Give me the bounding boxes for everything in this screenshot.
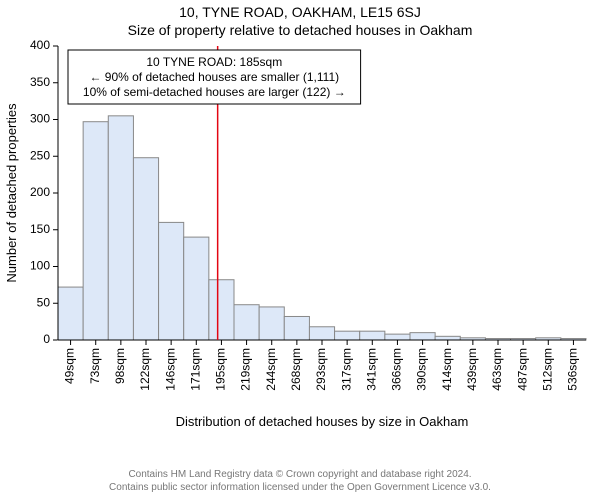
footer-line-2: Contains public sector information licen… xyxy=(0,482,600,495)
y-axis-label: Number of detached properties xyxy=(4,103,19,283)
x-tick-label: 487sqm xyxy=(515,348,529,391)
y-tick-label: 350 xyxy=(30,75,50,89)
y-tick-label: 400 xyxy=(30,40,50,52)
histogram-bar xyxy=(335,331,360,340)
x-tick-label: 341sqm xyxy=(364,348,378,391)
x-tick-label: 195sqm xyxy=(214,348,228,391)
x-tick-label: 49sqm xyxy=(63,348,77,384)
histogram-bar xyxy=(108,116,133,340)
x-tick-label: 536sqm xyxy=(566,348,580,391)
x-tick-label: 122sqm xyxy=(138,348,152,391)
histogram-bar xyxy=(360,331,385,340)
footer: Contains HM Land Registry data © Crown c… xyxy=(0,469,600,494)
y-tick-label: 0 xyxy=(43,332,50,346)
x-axis-label: Distribution of detached houses by size … xyxy=(176,414,469,429)
x-tick-label: 244sqm xyxy=(264,348,278,391)
x-tick-label: 439sqm xyxy=(465,348,479,391)
histogram-bar xyxy=(83,122,108,340)
histogram-bar xyxy=(159,222,184,340)
histogram-bar xyxy=(184,237,209,340)
x-tick-label: 98sqm xyxy=(113,348,127,384)
y-tick-label: 200 xyxy=(30,185,50,199)
annotation-line: 10 TYNE ROAD: 185sqm xyxy=(146,55,282,69)
histogram-bar xyxy=(385,334,410,340)
histogram-bar xyxy=(309,327,334,340)
x-tick-label: 146sqm xyxy=(163,348,177,391)
x-tick-label: 414sqm xyxy=(440,348,454,391)
x-tick-label: 293sqm xyxy=(314,348,328,391)
annotation-line: ← 90% of detached houses are smaller (1,… xyxy=(89,70,339,84)
histogram-bar xyxy=(133,158,158,340)
x-tick-label: 268sqm xyxy=(289,348,303,391)
footer-line-1: Contains HM Land Registry data © Crown c… xyxy=(0,469,600,482)
histogram-bar xyxy=(284,316,309,340)
x-tick-label: 317sqm xyxy=(339,348,353,391)
histogram-bar xyxy=(58,287,83,340)
y-tick-label: 50 xyxy=(37,295,51,309)
chart-area: 0 50 100 150 200 250 300 350 400 49sqm 73sqm 98sqm 1… xyxy=(0,40,600,440)
container: 10, TYNE ROAD, OAKHAM, LE15 6SJ Size of … xyxy=(0,0,600,500)
histogram-bar xyxy=(234,305,259,340)
y-tick-label: 100 xyxy=(30,259,50,273)
y-tick-label: 250 xyxy=(30,148,50,162)
x-tick-label: 171sqm xyxy=(188,348,202,391)
x-tick-label: 366sqm xyxy=(390,348,404,391)
histogram-bar xyxy=(259,307,284,340)
x-tick-label: 219sqm xyxy=(239,348,253,391)
annotation-line: 10% of semi-detached houses are larger (… xyxy=(83,85,346,99)
y-tick-label: 300 xyxy=(30,112,50,126)
x-tick-label: 512sqm xyxy=(540,348,554,391)
page-title: 10, TYNE ROAD, OAKHAM, LE15 6SJ xyxy=(0,4,600,20)
x-tick-label: 463sqm xyxy=(490,348,504,391)
histogram-bar xyxy=(209,280,234,340)
page-subtitle: Size of property relative to detached ho… xyxy=(0,22,600,38)
histogram-chart: 0 50 100 150 200 250 300 350 400 49sqm 73sqm 98sqm 1… xyxy=(0,40,600,440)
x-tick-label: 73sqm xyxy=(88,348,102,384)
y-tick-label: 150 xyxy=(30,222,50,236)
histogram-bar xyxy=(435,336,460,340)
histogram-bar xyxy=(410,333,435,340)
x-tick-label: 390sqm xyxy=(415,348,429,391)
